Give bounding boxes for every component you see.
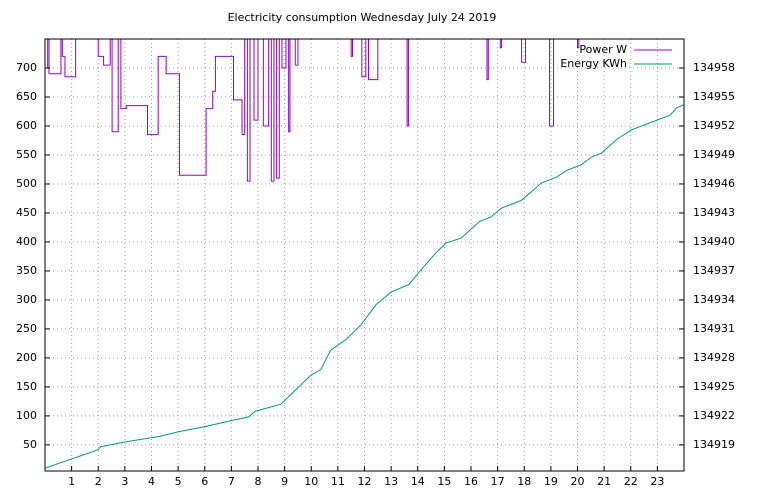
y-tick-label: 500 [16,177,37,190]
y-tick-label: 350 [16,264,37,277]
x-tick-label: 8 [255,475,262,488]
x-tick-label: 7 [228,475,235,488]
y2-tick-label: 134925 [693,380,735,393]
y-tick-label: 50 [23,438,37,451]
y-tick-label: 250 [16,322,37,335]
y2-tick-label: 134931 [693,322,735,335]
x-tick-label: 4 [148,475,155,488]
x-tick-label: 16 [464,475,478,488]
y2-tick-label: 134928 [693,351,735,364]
x-tick-label: 13 [384,475,398,488]
y2-tick-label: 134922 [693,409,735,422]
legend-label: Energy KWh [560,57,627,70]
y2-tick-label: 134937 [693,264,735,277]
y-tick-label: 200 [16,351,37,364]
y2-tick-label: 134919 [693,438,735,451]
x-tick-label: 6 [201,475,208,488]
y2-tick-label: 134949 [693,148,735,161]
x-tick-label: 3 [121,475,128,488]
y-tick-label: 400 [16,235,37,248]
x-tick-label: 2 [95,475,102,488]
x-tick-label: 5 [175,475,182,488]
x-tick-label: 12 [358,475,372,488]
y-tick-label: 100 [16,409,37,422]
y2-tick-label: 134952 [693,119,735,132]
x-tick-label: 10 [304,475,318,488]
x-tick-label: 14 [411,475,425,488]
x-tick-label: 19 [544,475,558,488]
y2-tick-label: 134943 [693,206,735,219]
x-tick-label: 9 [281,475,288,488]
y2-tick-label: 134946 [693,177,735,190]
y2-tick-label: 134958 [693,61,735,74]
legend-label: Power W [579,43,627,56]
y-tick-label: 600 [16,119,37,132]
x-tick-label: 18 [517,475,531,488]
x-tick-label: 15 [437,475,451,488]
y2-tick-label: 134940 [693,235,735,248]
y2-tick-label: 134934 [693,293,735,306]
x-tick-label: 21 [597,475,611,488]
x-tick-label: 23 [650,475,664,488]
y-tick-label: 150 [16,380,37,393]
y-tick-label: 450 [16,206,37,219]
x-tick-label: 1 [68,475,75,488]
y-tick-label: 650 [16,90,37,103]
x-tick-label: 17 [491,475,505,488]
series-line [45,39,580,182]
y-tick-label: 550 [16,148,37,161]
chart-title: Electricity consumption Wednesday July 2… [228,11,497,24]
x-tick-label: 20 [571,475,585,488]
y-tick-label: 700 [16,61,37,74]
x-tick-label: 22 [624,475,638,488]
x-tick-label: 11 [331,475,345,488]
series-line [45,104,684,469]
y-tick-label: 300 [16,293,37,306]
y2-tick-label: 134955 [693,90,735,103]
